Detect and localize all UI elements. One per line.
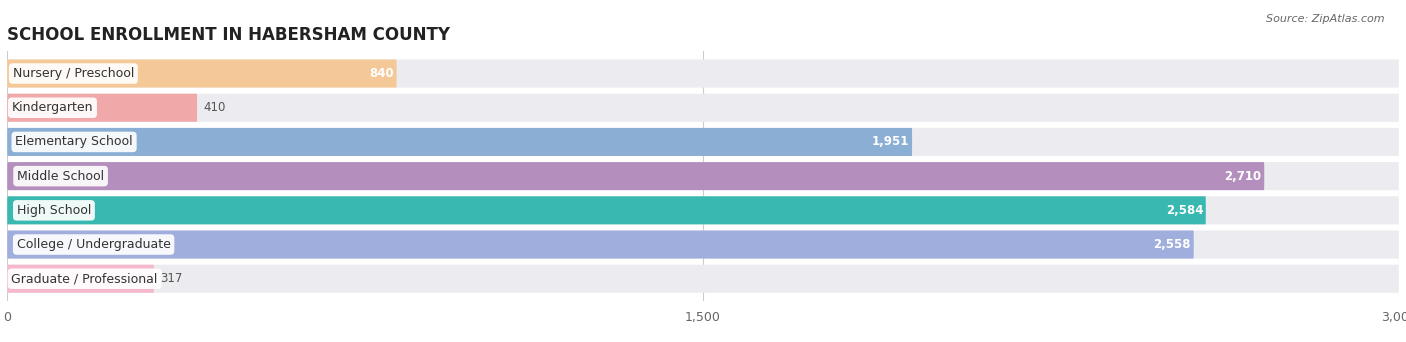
Text: 840: 840 [370, 67, 394, 80]
Text: 2,558: 2,558 [1153, 238, 1191, 251]
FancyBboxPatch shape [7, 196, 1399, 224]
Text: Source: ZipAtlas.com: Source: ZipAtlas.com [1267, 14, 1385, 24]
Text: 2,584: 2,584 [1166, 204, 1204, 217]
Text: Elementary School: Elementary School [15, 135, 134, 148]
Text: Kindergarten: Kindergarten [11, 101, 93, 114]
FancyBboxPatch shape [7, 60, 1399, 88]
FancyBboxPatch shape [7, 94, 1399, 122]
Text: 317: 317 [160, 272, 183, 285]
FancyBboxPatch shape [7, 196, 1206, 224]
Text: SCHOOL ENROLLMENT IN HABERSHAM COUNTY: SCHOOL ENROLLMENT IN HABERSHAM COUNTY [7, 26, 450, 44]
Text: Middle School: Middle School [17, 170, 104, 183]
FancyBboxPatch shape [7, 60, 396, 88]
FancyBboxPatch shape [7, 231, 1194, 259]
FancyBboxPatch shape [7, 128, 1399, 156]
Text: 1,951: 1,951 [872, 135, 910, 148]
Text: College / Undergraduate: College / Undergraduate [17, 238, 170, 251]
FancyBboxPatch shape [7, 162, 1264, 190]
Text: 2,710: 2,710 [1225, 170, 1261, 183]
FancyBboxPatch shape [7, 162, 1399, 190]
FancyBboxPatch shape [7, 265, 1399, 293]
Text: Nursery / Preschool: Nursery / Preschool [13, 67, 134, 80]
Text: High School: High School [17, 204, 91, 217]
FancyBboxPatch shape [7, 128, 912, 156]
FancyBboxPatch shape [7, 265, 153, 293]
Text: 410: 410 [204, 101, 226, 114]
Text: Graduate / Professional: Graduate / Professional [11, 272, 157, 285]
FancyBboxPatch shape [7, 94, 197, 122]
FancyBboxPatch shape [7, 231, 1399, 259]
